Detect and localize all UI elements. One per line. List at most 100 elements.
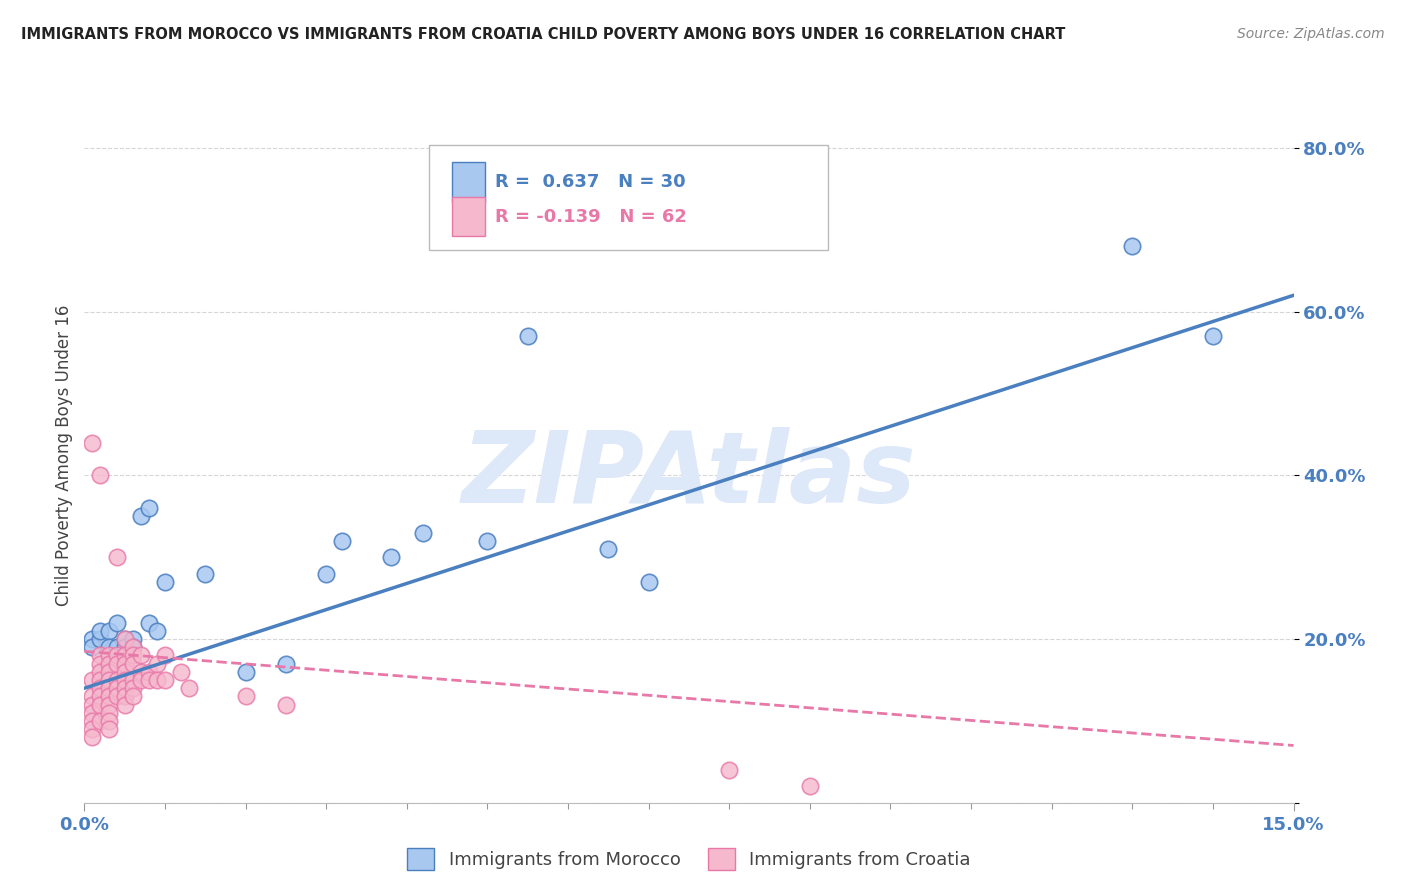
- Legend: Immigrants from Morocco, Immigrants from Croatia: Immigrants from Morocco, Immigrants from…: [399, 841, 979, 877]
- Point: [105, 657, 128, 671]
- Point: [121, 690, 143, 704]
- Point: [89, 468, 111, 483]
- Point: [146, 657, 169, 671]
- Point: [235, 665, 257, 679]
- Text: R =  0.637   N = 30: R = 0.637 N = 30: [495, 173, 686, 191]
- Point: [97, 624, 120, 638]
- Point: [89, 690, 111, 704]
- Point: [315, 566, 337, 581]
- Point: [97, 714, 120, 728]
- Text: Source: ZipAtlas.com: Source: ZipAtlas.com: [1237, 27, 1385, 41]
- Point: [114, 673, 136, 687]
- Point: [114, 698, 136, 712]
- Point: [121, 681, 143, 696]
- Point: [105, 615, 128, 630]
- Point: [330, 533, 353, 548]
- Point: [153, 673, 176, 687]
- Point: [114, 648, 136, 663]
- Point: [121, 648, 143, 663]
- Point: [170, 665, 193, 679]
- Point: [97, 722, 120, 736]
- Point: [114, 632, 136, 646]
- Y-axis label: Child Poverty Among Boys Under 16: Child Poverty Among Boys Under 16: [55, 304, 73, 606]
- Point: [274, 698, 297, 712]
- Point: [82, 731, 104, 745]
- Point: [105, 673, 128, 687]
- Point: [114, 640, 136, 655]
- Point: [105, 648, 128, 663]
- Point: [153, 648, 176, 663]
- Text: R = -0.139   N = 62: R = -0.139 N = 62: [495, 208, 688, 226]
- Point: [598, 542, 620, 557]
- Point: [129, 509, 152, 524]
- Point: [274, 657, 297, 671]
- Point: [105, 681, 128, 696]
- Point: [129, 648, 152, 663]
- Point: [82, 698, 104, 712]
- Point: [114, 690, 136, 704]
- Point: [129, 673, 152, 687]
- Point: [89, 632, 111, 646]
- Point: [718, 763, 741, 777]
- Point: [121, 632, 143, 646]
- FancyBboxPatch shape: [429, 145, 828, 250]
- Point: [97, 665, 120, 679]
- Point: [146, 673, 169, 687]
- Point: [114, 657, 136, 671]
- Point: [82, 435, 104, 450]
- Point: [89, 665, 111, 679]
- Point: [179, 681, 201, 696]
- Point: [129, 665, 152, 679]
- Point: [121, 657, 143, 671]
- Point: [82, 632, 104, 646]
- Point: [89, 681, 111, 696]
- Point: [138, 501, 160, 516]
- Point: [235, 690, 257, 704]
- Point: [637, 574, 659, 589]
- Point: [412, 525, 434, 540]
- Point: [82, 714, 104, 728]
- Point: [153, 574, 176, 589]
- Point: [114, 681, 136, 696]
- Point: [97, 657, 120, 671]
- Text: ZIPAtlas: ZIPAtlas: [461, 427, 917, 524]
- Point: [1121, 239, 1143, 253]
- Point: [82, 706, 104, 720]
- Point: [114, 665, 136, 679]
- Point: [89, 624, 111, 638]
- Point: [89, 673, 111, 687]
- Point: [121, 673, 143, 687]
- Point: [105, 640, 128, 655]
- Point: [89, 714, 111, 728]
- Point: [89, 648, 111, 663]
- Point: [516, 329, 538, 343]
- Point: [380, 550, 402, 565]
- Point: [194, 566, 217, 581]
- Point: [138, 673, 160, 687]
- Point: [138, 615, 160, 630]
- Point: [97, 690, 120, 704]
- Point: [97, 681, 120, 696]
- Point: [121, 640, 143, 655]
- Point: [82, 690, 104, 704]
- Point: [97, 673, 120, 687]
- Point: [114, 632, 136, 646]
- Point: [97, 640, 120, 655]
- Point: [97, 648, 120, 663]
- Point: [89, 657, 111, 671]
- Point: [121, 640, 143, 655]
- Point: [146, 624, 169, 638]
- Point: [799, 780, 821, 794]
- Point: [1202, 329, 1225, 343]
- Point: [97, 698, 120, 712]
- Point: [82, 722, 104, 736]
- Text: IMMIGRANTS FROM MOROCCO VS IMMIGRANTS FROM CROATIA CHILD POVERTY AMONG BOYS UNDE: IMMIGRANTS FROM MOROCCO VS IMMIGRANTS FR…: [21, 27, 1066, 42]
- Point: [82, 673, 104, 687]
- Point: [97, 706, 120, 720]
- FancyBboxPatch shape: [451, 162, 485, 202]
- Point: [105, 690, 128, 704]
- Point: [477, 533, 499, 548]
- Point: [105, 550, 128, 565]
- FancyBboxPatch shape: [451, 197, 485, 236]
- Point: [82, 640, 104, 655]
